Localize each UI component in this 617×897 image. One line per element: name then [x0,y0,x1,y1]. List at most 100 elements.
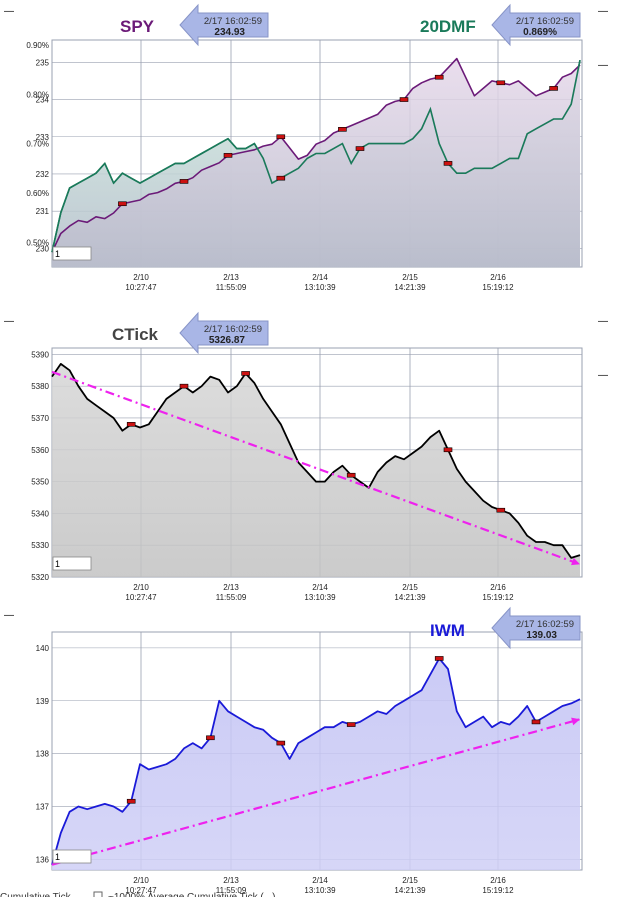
x-tick-time: 13:10:39 [304,283,336,292]
x-tick-time: 15:19:12 [482,593,514,602]
x-tick-time: 13:10:39 [304,593,336,602]
x-tick-date: 2/10 [133,273,149,282]
ctick-area [52,363,580,577]
side-dash: — [598,60,608,71]
y-tick-label: 5380 [31,382,49,391]
ctick-title: CTick [112,325,159,344]
y-tick-label: 138 [36,750,50,759]
spy-line [51,57,581,253]
ctick-event-marker [346,472,356,478]
ctick-callout-timestamp: 2/17 16:02:59 [204,324,262,335]
y-tick-label: 235 [36,58,50,67]
iwm-callout-arrow-shape [491,606,581,650]
y2-tick-label: 0.80% [26,90,49,99]
iwm-event-marker [346,722,356,727]
x-tick-time: 10:27:47 [125,283,157,292]
y-tick-label: 5340 [31,509,49,518]
y2-tick-label: 0.90% [26,41,49,50]
side-dash: — [4,316,14,327]
x-tick-date: 2/15 [402,273,418,282]
iwm-event-marker [206,735,215,741]
iwm-event-marker [434,656,444,661]
spy-event-marker [338,127,347,132]
spy-input-value: 1 [55,249,60,259]
x-tick-date: 2/15 [402,583,418,592]
iwm-callout-timestamp: 2/17 16:02:59 [516,619,574,630]
spy-event-marker [276,134,286,140]
spy-callout-arrow-shape [179,3,269,47]
footer-checkbox[interactable] [93,891,103,897]
x-tick-date: 2/16 [490,583,506,592]
side-dash: — [4,6,14,17]
y-tick-label: 140 [36,644,50,653]
side-dash: — [4,610,14,621]
x-tick-time: 13:10:39 [304,886,336,895]
dmf-callout-value: 0.869% [523,27,557,38]
spy-event-marker [434,74,444,80]
spy-event-marker [549,86,558,91]
iwm-trend-arrowhead [571,717,580,726]
spy-event-marker [496,80,506,86]
spy-area [52,58,580,267]
x-tick-date: 2/14 [312,876,328,885]
y-tick-label: 139 [36,697,50,706]
iwm-event-marker [126,798,136,804]
spy-event-marker [399,97,409,102]
x-tick-date: 2/15 [402,876,418,885]
x-tick-time: 11:55:09 [216,593,247,602]
x-tick-time: 14:21:39 [394,283,426,292]
side-dash: — [598,316,608,327]
ctick-event-marker [179,383,189,389]
dmf-event-marker [443,161,453,166]
dmf-event-marker [355,146,365,151]
iwm-trendline [51,718,581,866]
footer-right-label: ~1000% Average Cumulative Tick (...) [108,892,275,897]
dmf-callout-timestamp: 2/17 16:02:59 [516,16,574,27]
iwm-event-marker [531,719,541,725]
dmf-event-marker [276,175,286,181]
x-tick-date: 2/13 [223,273,239,282]
y-tick-label: 5350 [31,478,49,487]
y-tick-label: 232 [36,170,50,179]
ctick-trend-arrowhead [571,557,580,566]
spy-title: SPY [120,17,155,36]
x-tick-time: 15:19:12 [482,886,514,895]
side-dash: — [598,370,608,381]
x-tick-date: 2/13 [223,583,239,592]
x-tick-time: 11:55:09 [216,283,247,292]
y-tick-label: 230 [36,244,50,253]
iwm-callout-value: 139.03 [526,630,557,641]
side-dash: — [598,6,608,17]
iwm-title: IWM [430,621,465,640]
iwm-area [52,658,580,870]
x-tick-date: 2/16 [490,876,506,885]
spy-callout-timestamp: 2/17 16:02:59 [204,16,262,27]
footer-left-label: Cumulative Tick [0,892,72,897]
y-tick-label: 233 [36,133,50,142]
y-tick-label: 5320 [31,573,49,582]
y2-tick-label: 0.70% [26,140,49,149]
ctick-callout-arrow-shape [179,311,269,355]
x-tick-date: 2/10 [133,876,149,885]
y-tick-label: 136 [36,855,50,864]
iwm-input-value: 1 [55,852,60,862]
ctick-event-marker [443,447,453,453]
y-tick-label: 5330 [31,541,49,550]
ctick-callout-value: 5326.87 [209,335,246,346]
x-tick-date: 2/10 [133,583,149,592]
y-tick-label: 231 [36,207,50,216]
x-tick-date: 2/14 [312,583,328,592]
ctick-trendline [51,370,581,566]
dmf-title: 20DMF [420,17,476,36]
iwm-event-marker [276,740,286,746]
iwm-input[interactable] [52,849,92,864]
spy-input[interactable] [52,246,92,261]
x-tick-time: 14:21:39 [394,886,426,895]
x-tick-time: 15:19:12 [482,283,514,292]
ctick-input[interactable] [52,556,92,571]
dmf-line-top [51,60,581,253]
y-tick-label: 234 [36,96,50,105]
